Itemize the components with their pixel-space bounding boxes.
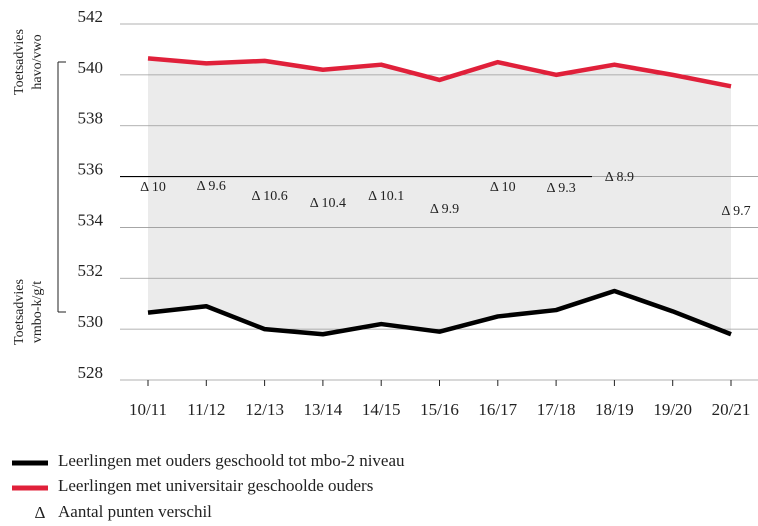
delta-label: Δ 9.7 bbox=[721, 204, 750, 219]
x-tick-label: 14/15 bbox=[362, 400, 401, 419]
y-tick-label: 534 bbox=[78, 210, 104, 229]
legend-symbol: Δ bbox=[35, 503, 46, 522]
delta-label: Δ 10.4 bbox=[310, 196, 346, 211]
y-tick-label: 536 bbox=[78, 159, 104, 178]
y-tick-label: 538 bbox=[78, 109, 104, 128]
x-tick-label: 13/14 bbox=[304, 400, 343, 419]
y-tick-label: 530 bbox=[78, 312, 104, 331]
legend-label: Aantal punten verschil bbox=[58, 502, 212, 521]
delta-label: Δ 9.6 bbox=[197, 179, 226, 194]
annotation: havo/vwo bbox=[30, 34, 45, 89]
legend-label: Leerlingen met ouders geschoold tot mbo-… bbox=[58, 451, 405, 470]
delta-label: Δ 10 bbox=[140, 180, 166, 195]
x-tick-label: 12/13 bbox=[245, 400, 284, 419]
x-tick-label: 19/20 bbox=[653, 400, 692, 419]
y-tick-label: 532 bbox=[78, 261, 104, 280]
legend-label: Leerlingen met universitair geschoolde o… bbox=[58, 476, 373, 495]
delta-label: Δ 8.9 bbox=[605, 170, 634, 185]
x-tick-label: 20/21 bbox=[712, 400, 751, 419]
delta-label: Δ 10 bbox=[490, 180, 516, 195]
delta-label: Δ 10.6 bbox=[251, 189, 287, 204]
delta-label: Δ 10.1 bbox=[368, 189, 404, 204]
y-tick-label: 540 bbox=[78, 58, 104, 77]
side-annotations: Toetsadvies havo/vwo Toetsadvies vmbo-k/… bbox=[12, 29, 66, 345]
annotation: vmbo-k/g/t bbox=[30, 281, 45, 343]
band-fill bbox=[148, 58, 731, 335]
x-tick-label: 11/12 bbox=[187, 400, 225, 419]
annotation: Toetsadvies bbox=[12, 279, 27, 345]
x-tick-label: 15/16 bbox=[420, 400, 459, 419]
series-line bbox=[147, 288, 732, 337]
delta-label: Δ 9.3 bbox=[546, 181, 575, 196]
x-tick-label: 18/19 bbox=[595, 400, 634, 419]
annotation: Toetsadvies bbox=[12, 29, 27, 95]
series-line bbox=[147, 56, 732, 89]
x-tick-label: 10/11 bbox=[129, 400, 167, 419]
x-tick-label: 16/17 bbox=[478, 400, 517, 419]
y-tick-label: 542 bbox=[78, 7, 104, 26]
x-tick-label: 17/18 bbox=[537, 400, 576, 419]
delta-label: Δ 9.9 bbox=[430, 202, 459, 217]
y-tick-label: 528 bbox=[78, 363, 104, 382]
